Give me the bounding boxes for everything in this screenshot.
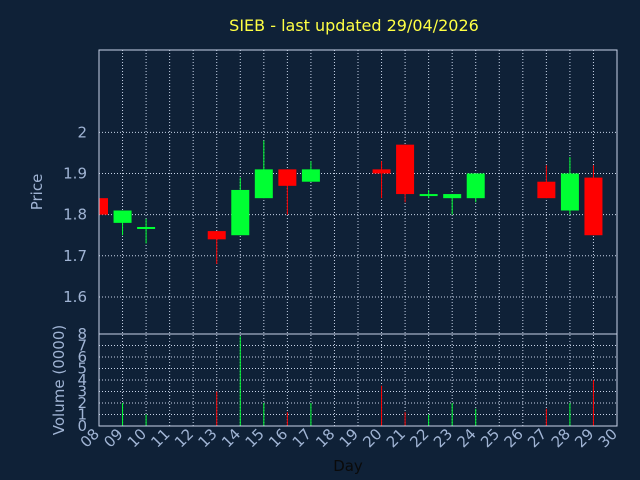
volume-tick-label: 7 (77, 337, 87, 355)
candle-body (113, 210, 132, 223)
x-tick-label: 24 (453, 425, 479, 451)
x-tick-label: 23 (430, 425, 456, 451)
volume-panel-frame (98, 333, 618, 427)
x-tick-label: 18 (312, 425, 338, 451)
x-tick-label: 27 (524, 425, 550, 451)
x-tick-label: 28 (548, 425, 574, 451)
volume-axis-label: Volume (0000) (50, 325, 68, 435)
volume-tick-label: 2 (77, 394, 87, 412)
x-axis-label: Day (333, 457, 363, 475)
price-axis-label: Price (28, 174, 46, 211)
volume-tick-label: 4 (77, 371, 87, 389)
x-tick-label: 22 (406, 425, 432, 451)
volume-tick-label: 1 (77, 406, 87, 424)
grid-lines (99, 50, 617, 426)
candle-body (466, 173, 485, 199)
volume-bars (122, 336, 594, 426)
volume-tick-label: 6 (77, 348, 87, 366)
chart-title: SIEB - last updated 29/04/2026 (229, 16, 479, 35)
candle-body (99, 198, 108, 215)
candle-body (396, 144, 415, 195)
x-tick-label: 10 (124, 425, 150, 451)
candle-body (537, 181, 556, 199)
x-tick-label: 20 (359, 425, 385, 451)
price-tick-label: 1.9 (63, 164, 87, 182)
price-tick-label: 2 (77, 123, 87, 141)
price-tick-label: 1.6 (63, 288, 87, 306)
candle-body (137, 226, 156, 229)
volume-tick-label: 3 (77, 383, 87, 401)
x-tick-label: 30 (595, 425, 621, 451)
x-tick-label: 16 (265, 425, 291, 451)
candle-body (207, 231, 226, 240)
x-tick-label: 19 (336, 425, 362, 451)
candle-body (278, 169, 297, 186)
x-tick-label: 26 (501, 425, 527, 451)
x-tick-label: 14 (218, 425, 244, 451)
candle-body (301, 169, 320, 182)
candle-body (254, 169, 273, 199)
x-tick-label: 11 (147, 425, 173, 451)
volume-tick-label: 5 (77, 360, 87, 378)
x-tick-label: 21 (383, 425, 409, 451)
candle-body (443, 194, 462, 199)
x-tick-label: 09 (100, 425, 126, 451)
candle-body (419, 194, 438, 197)
x-tick-label: 17 (289, 425, 315, 451)
x-tick-label: 15 (242, 425, 268, 451)
price-tick-label: 1.7 (63, 247, 87, 265)
candles (98, 140, 603, 265)
candle-body (231, 189, 250, 236)
volume-tick-label: 0 (77, 417, 87, 435)
x-tick-label: 25 (477, 425, 503, 451)
x-tick-label: 12 (171, 425, 197, 451)
candle-body (560, 173, 579, 211)
x-tick-label: 29 (571, 425, 597, 451)
volume-tick-label: 8 (77, 325, 87, 343)
x-tick-labels: 0809101112131415161718192021222324252627… (77, 425, 621, 451)
candle-body (372, 169, 391, 174)
candle-body (584, 177, 603, 236)
x-tick-label: 13 (194, 425, 220, 451)
price-tick-label: 1.8 (63, 206, 87, 224)
